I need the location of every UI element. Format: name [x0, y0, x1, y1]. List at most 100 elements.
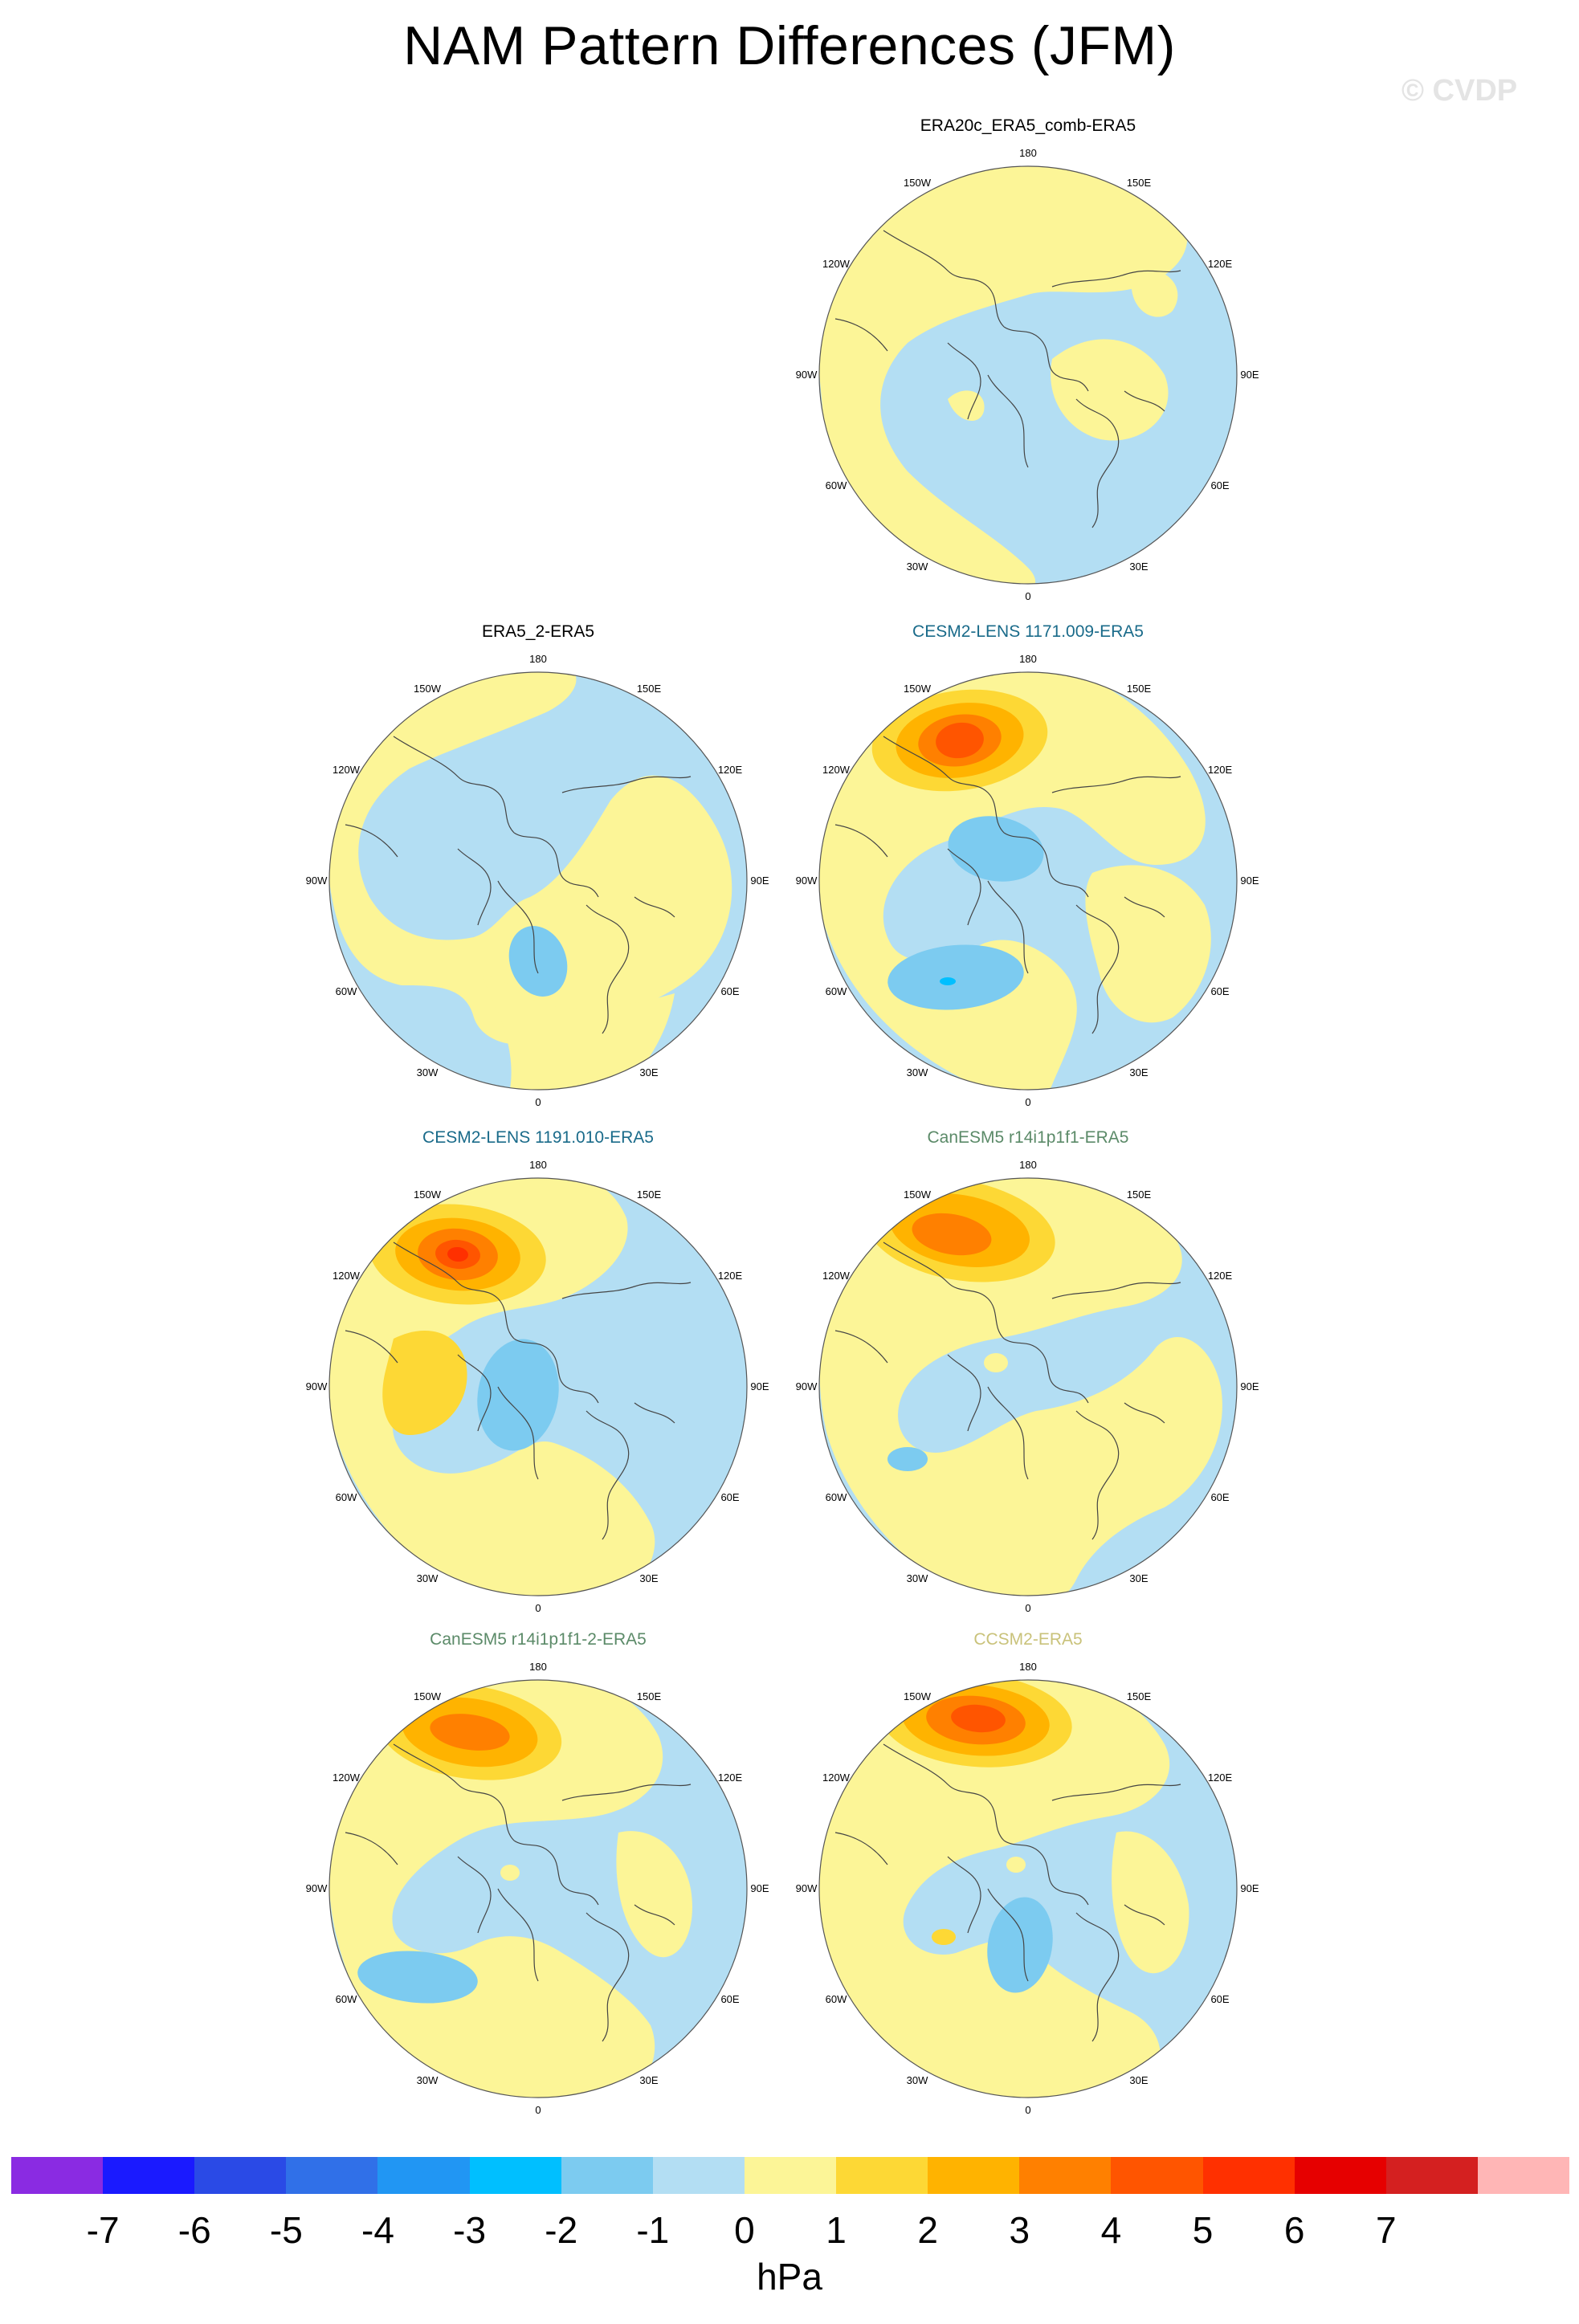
longitude-label: 150E	[1127, 177, 1152, 189]
coastline	[457, 848, 492, 926]
longitude-label: 90E	[1240, 1882, 1259, 1894]
longitude-label: 0	[535, 2104, 541, 2116]
coastlines	[834, 1242, 1181, 1540]
longitude-label: 150W	[904, 683, 932, 695]
longitude-label: 120W	[822, 764, 851, 776]
contour-region	[508, 926, 568, 997]
coastline	[513, 1840, 599, 1906]
longitude-label: 150E	[1127, 683, 1152, 695]
coastline	[947, 1856, 981, 1934]
longitude-label: 60W	[336, 985, 357, 997]
coastline	[1075, 904, 1120, 1034]
colorbar-tick-label: 1	[826, 2209, 847, 2251]
coastline	[345, 1832, 398, 1865]
longitude-label: 30E	[1129, 1572, 1148, 1584]
longitude-label: 60W	[826, 1491, 847, 1503]
contour-region	[329, 1680, 663, 2098]
coastline	[1124, 896, 1165, 918]
colorbar-tick-label: -1	[636, 2209, 670, 2251]
contour-region	[932, 1929, 956, 1945]
longitude-label: 90E	[750, 1380, 769, 1392]
longitude-label: 150W	[904, 1189, 932, 1201]
contour-region	[984, 1353, 1008, 1372]
coastlines	[834, 736, 1181, 1034]
colorbar-swatch	[1019, 2157, 1112, 2194]
colorbar-tick-label: -5	[269, 2209, 303, 2251]
coastline	[634, 1402, 675, 1424]
longitude-label: 180	[529, 653, 547, 665]
coastline	[1003, 832, 1089, 898]
longitude-label: 60E	[1210, 1993, 1229, 2005]
coastline	[883, 1242, 1005, 1339]
map-border	[818, 671, 1238, 1091]
coastline	[883, 736, 1005, 834]
coastline	[585, 1410, 630, 1540]
panel-title: CESM2-LENS 1171.009-ERA5	[912, 622, 1144, 641]
coastline	[345, 1330, 398, 1364]
contour-region	[887, 1447, 928, 1471]
longitude-label: 30W	[907, 1066, 928, 1078]
colorbar-swatch	[928, 2157, 1020, 2194]
longitude-label: 30E	[1129, 1066, 1148, 1078]
coastline	[561, 776, 692, 793]
longitude-label: 30E	[1129, 561, 1148, 573]
coastlines	[834, 230, 1181, 528]
colorbar-swatch	[377, 2157, 471, 2194]
coastline	[585, 1912, 630, 2042]
longitude-label: 90W	[796, 369, 818, 381]
coastline	[834, 1832, 888, 1865]
coastlines	[834, 1743, 1181, 2042]
map-panel-cesm2-1191: CESM2-LENS 1191.010-ERA5 180 150E 120E 90E 6…	[297, 1128, 779, 1626]
longitude-label: 150E	[1127, 1690, 1152, 1702]
longitude-label: 150W	[904, 177, 932, 189]
coastline	[393, 1242, 515, 1339]
longitude-label: 120W	[333, 1772, 361, 1784]
map-panel-canesm5-r14-2: CanESM5 r14i1p1f1-2-ERA5 180 150E 120E 90E 6…	[297, 1630, 779, 2128]
colorbar-tick-label: 5	[1192, 2209, 1214, 2251]
colorbar-tick-label: 6	[1283, 2209, 1305, 2251]
map-panel-era5-2: ERA5_2-ERA5 180 150E 120E 90E 60E 30E 0 30W 60W 9…	[297, 622, 779, 1120]
contour-region	[1112, 1831, 1189, 1974]
coastline	[497, 1888, 539, 1982]
longitude-label: 150W	[414, 1690, 442, 1702]
map-border	[328, 671, 748, 1091]
contour-fields	[819, 166, 1237, 584]
longitude-label: 90E	[750, 875, 769, 887]
colorbar-tick-label: 3	[1009, 2209, 1030, 2251]
coastline	[1003, 326, 1089, 392]
colorbar-swatch	[1477, 2157, 1570, 2194]
longitude-label: 0	[1025, 590, 1030, 602]
coastline	[1124, 1402, 1165, 1424]
longitude-label: 60W	[826, 985, 847, 997]
coastline	[883, 230, 1005, 328]
longitude-label: 150W	[414, 683, 442, 695]
longitude-label: 150W	[414, 1189, 442, 1201]
coastline	[1051, 1282, 1181, 1299]
longitude-label: 120E	[1208, 764, 1233, 776]
coastline	[987, 374, 1029, 468]
longitude-label: 150E	[637, 683, 662, 695]
longitude-label: 30W	[417, 2074, 439, 2086]
contour-region	[819, 166, 1188, 584]
contour-fields	[329, 1680, 747, 2098]
colorbar-swatch	[1294, 2157, 1387, 2194]
map-panel-cesm2-1171: CESM2-LENS 1171.009-ERA5 180 150E 120E 90E 6…	[787, 622, 1269, 1120]
contour-region	[912, 1213, 992, 1256]
longitude-label: 90W	[306, 875, 328, 887]
coastline	[497, 880, 539, 974]
polar-map: 180 150E 120E 90E 60E 30E 0 30W 60W 90W 120W 150W	[796, 1159, 1259, 1614]
longitude-label: 90W	[306, 1380, 328, 1392]
longitude-label: 30W	[907, 561, 928, 573]
colorbar-swatch	[11, 2157, 104, 2194]
colorbar-swatch	[652, 2157, 745, 2194]
panel-title: CESM2-LENS 1191.010-ERA5	[422, 1128, 654, 1147]
panel-title: CanESM5 r14i1p1f1-2-ERA5	[430, 1630, 647, 1649]
polar-map: 180 150E 120E 90E 60E 30E 0 30W 60W 90W 120W 150W	[306, 653, 769, 1108]
page-title: NAM Pattern Differences (JFM)	[403, 15, 1176, 76]
contour-fields	[329, 1178, 747, 1596]
panel-title: CCSM2-ERA5	[973, 1630, 1083, 1649]
longitude-label: 60E	[720, 1491, 739, 1503]
colorbar-swatch	[469, 2157, 562, 2194]
colorbar-swatch	[1385, 2157, 1479, 2194]
contour-region	[887, 944, 1024, 1010]
